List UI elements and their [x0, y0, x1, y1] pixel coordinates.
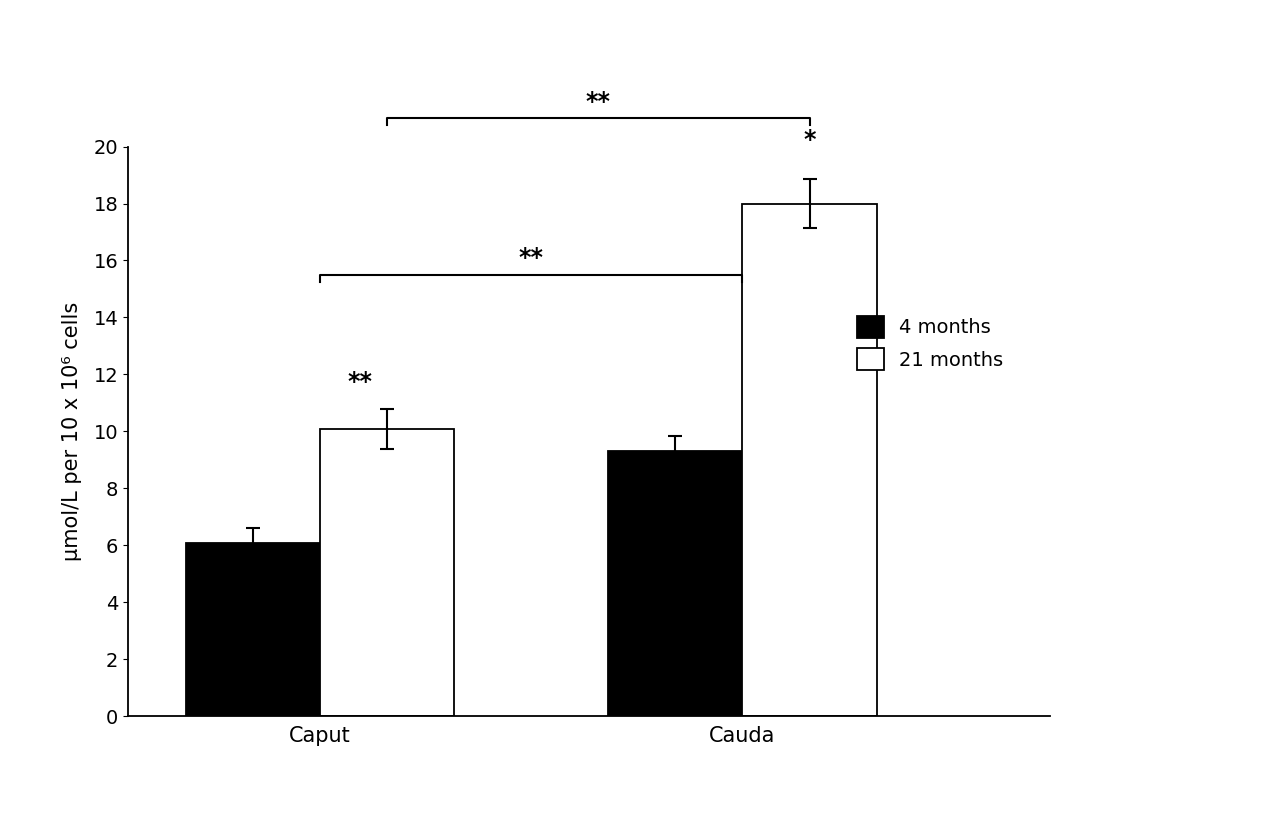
Text: **: ** [518, 247, 544, 270]
Bar [742, 204, 877, 716]
Text: **: ** [586, 90, 611, 114]
Legend: 4 months, 21 months: 4 months, 21 months [856, 316, 1004, 370]
Y-axis label: μmol/L per 10 x 10⁶ cells: μmol/L per 10 x 10⁶ cells [63, 302, 82, 561]
Text: **: ** [348, 370, 372, 395]
Bar [186, 543, 320, 716]
Text: *: * [804, 129, 815, 152]
Bar [608, 451, 742, 716]
Bar [320, 428, 454, 716]
